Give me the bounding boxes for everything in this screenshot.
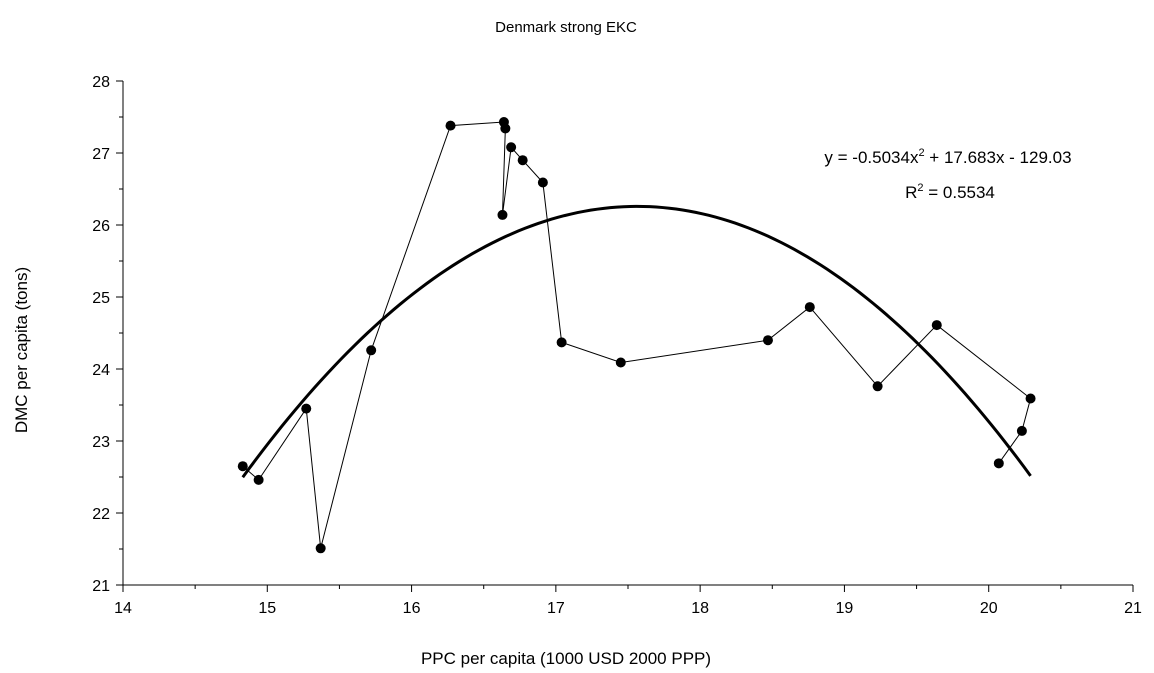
r-squared-label: R2 = 0.5534: [905, 182, 995, 202]
y-tick-label: 23: [92, 434, 110, 451]
y-axis-title: DMC per capita (tons): [12, 267, 31, 433]
data-point: [1025, 393, 1036, 404]
y-tick-labels: 21 22 23 24 25 26 27 28: [92, 74, 110, 595]
polynomial-trendline: [241, 204, 1032, 479]
data-point: [537, 177, 548, 188]
data-point: [1016, 425, 1027, 436]
x-tick-label: 20: [980, 600, 998, 617]
data-point: [445, 120, 456, 131]
y-tick-label: 24: [92, 362, 110, 379]
y-tick-label: 27: [92, 146, 110, 163]
chart-title: Denmark strong EKC: [495, 19, 637, 36]
data-point: [993, 458, 1004, 469]
data-point: [506, 142, 517, 153]
data-point: [762, 335, 773, 346]
y-tick-label: 21: [92, 578, 110, 595]
data-points: [237, 117, 1036, 554]
data-point: [500, 123, 511, 134]
x-tick-label: 19: [836, 600, 854, 617]
data-point: [517, 155, 528, 166]
data-point: [497, 209, 508, 220]
data-point: [615, 357, 626, 368]
data-point: [872, 381, 883, 392]
x-tick-label: 16: [403, 600, 421, 617]
x-tick-label: 21: [1124, 600, 1142, 617]
data-point: [556, 337, 567, 348]
axis-ticks: [116, 80, 1134, 592]
data-point: [237, 461, 248, 472]
x-tick-label: 15: [258, 600, 276, 617]
x-tick-label: 18: [691, 600, 709, 617]
x-tick-label: 17: [547, 600, 565, 617]
y-tick-label: 25: [92, 290, 110, 307]
x-axis-title: PPC per capita (1000 USD 2000 PPP): [421, 649, 711, 668]
y-tick-label: 28: [92, 74, 110, 91]
x-tick-labels: 14 15 16 17 18 19 20 21: [114, 600, 1142, 617]
data-point: [253, 474, 264, 485]
data-point: [804, 302, 815, 313]
data-point: [301, 403, 312, 414]
y-tick-label: 22: [92, 506, 110, 523]
y-tick-label: 26: [92, 218, 110, 235]
data-point: [366, 345, 377, 356]
data-point: [931, 320, 942, 331]
data-point: [315, 543, 326, 554]
x-tick-label: 14: [114, 600, 132, 617]
trendline-equation: y = -0.5034x2 + 17.683x - 129.03: [824, 147, 1071, 167]
